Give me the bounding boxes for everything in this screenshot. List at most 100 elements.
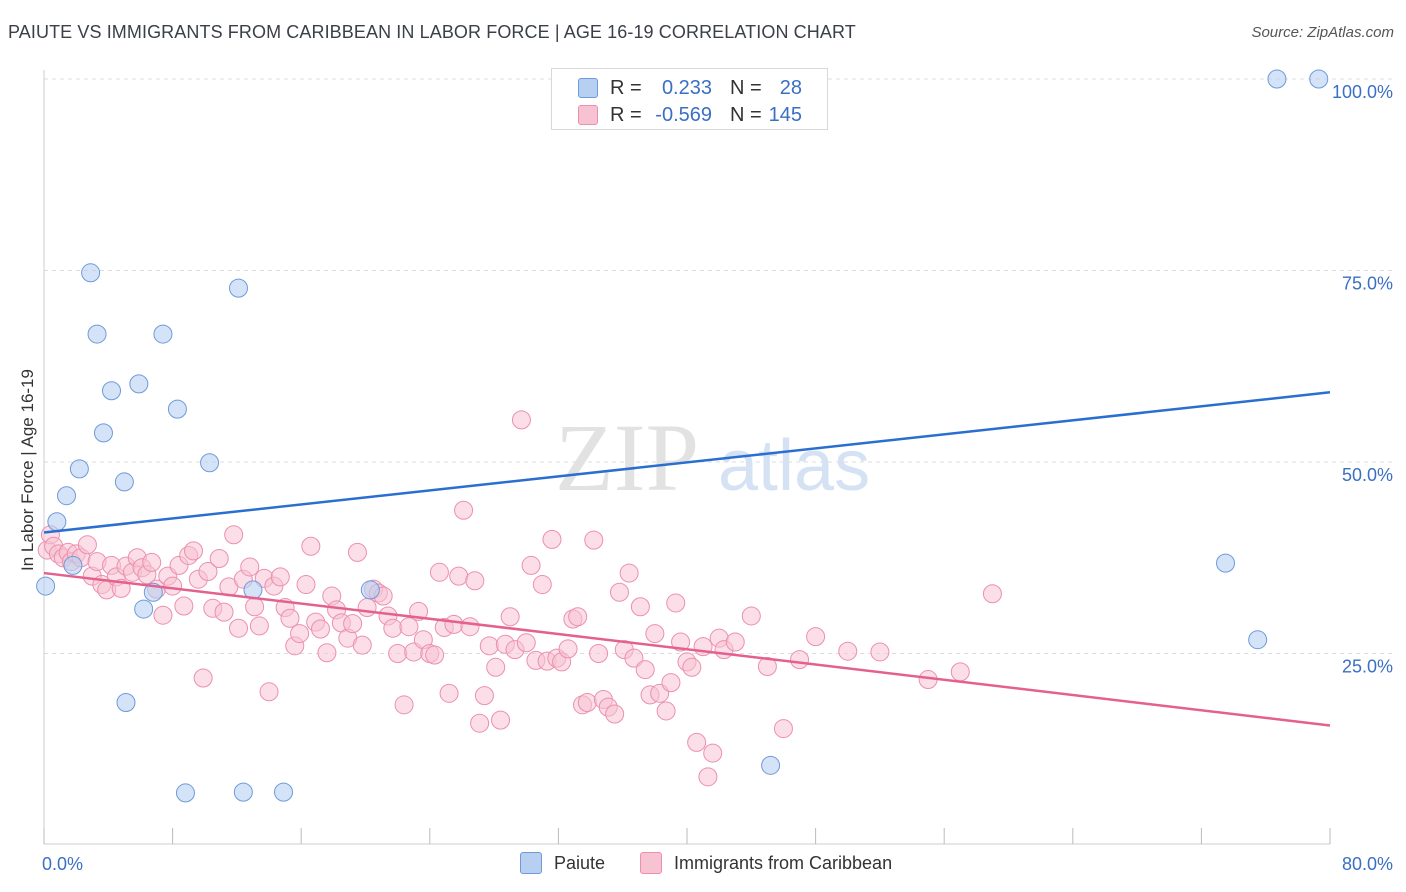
data-point-paiute xyxy=(69,459,89,479)
data-point-caribbean xyxy=(198,562,218,582)
data-point-caribbean xyxy=(605,704,625,724)
data-point-caribbean xyxy=(347,542,367,562)
data-point-caribbean xyxy=(982,584,1002,604)
y-tick-label: 25.0% xyxy=(1342,657,1393,677)
data-point-paiute xyxy=(47,512,67,532)
data-point-caribbean xyxy=(532,575,552,595)
data-point-caribbean xyxy=(521,555,541,575)
data-point-caribbean xyxy=(645,624,665,644)
data-point-paiute xyxy=(114,472,134,492)
data-point-caribbean xyxy=(682,657,702,677)
n-value: 28 xyxy=(779,77,802,99)
data-point-paiute xyxy=(200,453,220,473)
r-value: -0.569 xyxy=(655,104,712,126)
trend-lines xyxy=(43,391,1331,727)
data-point-caribbean xyxy=(474,686,494,706)
stats-row-paiute: R = 0.233 N = 28 xyxy=(552,75,827,101)
data-point-paiute xyxy=(81,263,101,283)
data-point-caribbean xyxy=(388,644,408,663)
data-point-caribbean xyxy=(249,616,269,636)
data-point-caribbean xyxy=(224,525,244,545)
data-point-caribbean xyxy=(568,607,588,627)
n-label: N = xyxy=(730,77,762,99)
legend-swatch-paiute xyxy=(520,852,542,874)
n-value: 145 xyxy=(768,104,802,126)
data-point-caribbean xyxy=(77,535,97,555)
chart-title: PAIUTE VS IMMIGRANTS FROM CARIBBEAN IN L… xyxy=(8,22,856,42)
caribbean-swatch xyxy=(578,105,598,125)
data-point-caribbean xyxy=(465,571,485,591)
data-point-caribbean xyxy=(394,695,414,715)
data-point-caribbean xyxy=(698,767,718,787)
x-tick-label-max: 80.0% xyxy=(1342,854,1393,874)
data-point-caribbean xyxy=(757,657,777,677)
r-label: R = xyxy=(610,104,642,126)
data-point-caribbean xyxy=(500,607,520,627)
data-point-caribbean xyxy=(399,617,419,637)
legend-label-paiute: Paiute xyxy=(554,852,606,873)
data-point-caribbean xyxy=(741,606,761,626)
data-point-paiute xyxy=(93,423,113,443)
y-tick-label: 100.0% xyxy=(1332,82,1393,102)
data-point-caribbean xyxy=(439,683,459,703)
data-point-caribbean xyxy=(460,617,480,637)
data-point-paiute xyxy=(129,374,149,394)
trend-line-caribbean xyxy=(43,571,1331,727)
data-point-paiute xyxy=(360,580,380,600)
data-point-caribbean xyxy=(671,632,691,652)
data-point-caribbean xyxy=(725,632,745,652)
data-point-paiute xyxy=(761,755,781,775)
data-point-caribbean xyxy=(296,575,316,595)
data-point-caribbean xyxy=(214,602,234,622)
x-tick-label-min: 0.0% xyxy=(42,854,83,874)
bottom-legend: Paiute Immigrants from Caribbean xyxy=(0,852,1406,876)
data-point-caribbean xyxy=(630,597,650,617)
paiute-swatch xyxy=(578,78,598,98)
data-point-paiute xyxy=(153,324,173,344)
data-point-caribbean xyxy=(806,627,826,647)
data-point-caribbean xyxy=(163,576,183,596)
data-point-caribbean xyxy=(245,597,265,617)
data-point-caribbean xyxy=(444,614,464,634)
data-point-paiute xyxy=(134,599,154,619)
data-point-caribbean xyxy=(280,608,300,628)
data-point-caribbean xyxy=(310,619,330,639)
stats-legend: R = 0.233 N = 28 R = -0.569 N = 145 xyxy=(551,68,828,130)
data-point-caribbean xyxy=(352,635,372,655)
data-point-caribbean xyxy=(429,562,449,582)
data-point-paiute xyxy=(116,693,136,713)
tick-labels: 25.0% 50.0% 75.0% 100.0% 0.0% 80.0% xyxy=(42,82,1393,874)
data-point-caribbean xyxy=(516,633,536,653)
r-label: R = xyxy=(610,77,642,99)
data-point-caribbean xyxy=(870,642,890,662)
n-label: N = xyxy=(730,104,762,126)
data-point-caribbean xyxy=(687,732,707,752)
data-point-caribbean xyxy=(773,719,793,739)
data-point-caribbean xyxy=(479,636,499,656)
data-point-paiute xyxy=(175,783,195,803)
data-point-caribbean xyxy=(486,657,506,677)
data-point-caribbean xyxy=(511,410,531,430)
axes xyxy=(43,70,1331,845)
data-point-paiute xyxy=(87,324,107,344)
watermark-zip: ZIP xyxy=(555,404,699,511)
y-tick-label: 50.0% xyxy=(1342,465,1393,485)
legend-item-paiute[interactable]: Paiute xyxy=(520,852,605,874)
data-point-caribbean xyxy=(317,643,337,663)
data-point-caribbean xyxy=(656,701,676,721)
watermark-atlas: atlas xyxy=(718,426,870,506)
legend-item-caribbean[interactable]: Immigrants from Caribbean xyxy=(640,852,892,874)
y-tick-label: 75.0% xyxy=(1342,274,1393,294)
data-point-caribbean xyxy=(589,644,609,663)
data-point-caribbean xyxy=(209,549,229,569)
data-point-caribbean xyxy=(454,500,474,520)
r-value: 0.233 xyxy=(661,77,712,99)
data-point-caribbean xyxy=(624,648,644,668)
data-point-paiute xyxy=(233,782,253,802)
data-point-paiute xyxy=(1248,630,1268,650)
data-point-caribbean xyxy=(174,596,194,616)
data-point-caribbean xyxy=(950,662,970,682)
data-point-caribbean xyxy=(584,530,604,550)
data-point-caribbean xyxy=(153,605,173,625)
data-point-paiute xyxy=(63,555,83,575)
